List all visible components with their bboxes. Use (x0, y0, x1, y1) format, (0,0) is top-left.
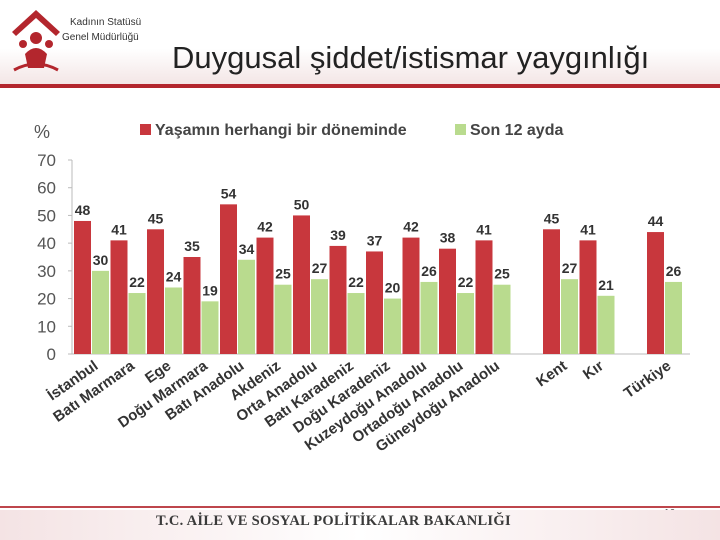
ministry-logo-icon (12, 10, 60, 72)
data-label: 37 (367, 232, 383, 248)
y-tick-label: 20 (37, 290, 56, 309)
bar (92, 270, 109, 354)
bar (201, 301, 219, 354)
y-tick-label: 0 (47, 345, 56, 364)
bar (493, 284, 511, 354)
y-tick-label: 30 (37, 262, 56, 281)
bar (665, 281, 682, 354)
data-label: 26 (666, 263, 682, 279)
data-label: 48 (75, 202, 91, 218)
data-label: 25 (494, 266, 510, 282)
data-label: 42 (257, 219, 273, 235)
bar (128, 293, 146, 354)
org-name-line1: Kadının Statüsü (70, 17, 142, 28)
data-label: 25 (275, 266, 291, 282)
data-label: 41 (476, 221, 492, 237)
bar (366, 251, 383, 354)
legend-swatch (455, 124, 466, 135)
footer-divider (0, 506, 720, 508)
data-label: 39 (330, 227, 346, 243)
data-label: 24 (166, 268, 182, 284)
data-label: 54 (221, 185, 237, 201)
org-name-line2: Genel Müdürlüğü (62, 32, 139, 43)
bar (457, 293, 474, 354)
bar (274, 284, 292, 354)
bar (256, 237, 274, 354)
bar (579, 240, 597, 354)
bar (420, 281, 438, 354)
bar (647, 232, 664, 354)
x-tick-label: Türkiye (621, 357, 674, 402)
bar (347, 293, 365, 354)
data-label: 27 (562, 260, 578, 276)
data-label: 27 (312, 260, 328, 276)
bar (402, 237, 420, 354)
data-label: 22 (458, 274, 474, 290)
data-label: 19 (202, 282, 218, 298)
chart-container: 0 10 20 30 40 50 60 70% Yaşamın herhangi bir dön… (0, 92, 720, 502)
data-label: 22 (348, 274, 364, 290)
data-label: 42 (403, 219, 419, 235)
legend-label: Son 12 ayda (470, 122, 563, 139)
bar (110, 240, 128, 354)
y-axis-label: % (34, 122, 50, 142)
bar (147, 229, 164, 354)
data-label: 45 (148, 210, 164, 226)
bar (165, 287, 182, 354)
y-tick-label: 60 (37, 179, 56, 198)
data-label: 34 (239, 241, 255, 257)
data-label: 41 (111, 221, 127, 237)
bar (384, 298, 401, 354)
data-label: 41 (580, 221, 596, 237)
data-label: 20 (385, 280, 401, 296)
bar (293, 215, 310, 354)
x-tick-label: Kent (533, 357, 570, 390)
bar (183, 257, 201, 354)
bar (543, 229, 560, 354)
data-label: 30 (93, 252, 109, 268)
data-label: 26 (421, 263, 437, 279)
bar (220, 204, 237, 354)
data-label: 50 (294, 196, 310, 212)
y-tick-label: 70 (37, 151, 56, 170)
data-label: 38 (440, 230, 456, 246)
ministry-name: T.C. AİLE VE SOSYAL POLİTİKALAR BAKANLIĞ… (156, 513, 511, 529)
x-tick-label: Kır (580, 357, 607, 383)
bar (238, 259, 255, 354)
y-tick-label: 10 (37, 317, 56, 336)
data-label: 35 (184, 238, 200, 254)
header-divider (0, 84, 720, 88)
bar-chart: 0 10 20 30 40 50 60 70% Yaşamın herhangi bir dön… (34, 122, 690, 456)
data-label: 44 (648, 213, 664, 229)
footer: T.C. AİLE VE SOSYAL POLİTİKALAR BAKANLIĞ… (0, 510, 720, 540)
bar (311, 279, 328, 354)
bar (597, 295, 615, 354)
page-title: Duygusal şiddet/istismar yaygınlığı (172, 40, 650, 75)
y-tick-label: 40 (37, 234, 56, 253)
data-label: 22 (129, 274, 145, 290)
bar (74, 220, 91, 354)
y-tick-label: 50 (37, 206, 56, 225)
data-label: 21 (598, 277, 614, 293)
legend-swatch (140, 124, 151, 135)
bar (561, 279, 578, 354)
bar (439, 248, 456, 354)
header: Kadının Statüsü Genel Müdürlüğü Duygusal… (0, 0, 720, 88)
legend-label: Yaşamın herhangi bir döneminde (155, 122, 407, 139)
data-label: 45 (544, 210, 560, 226)
bar (329, 245, 347, 354)
bar (475, 240, 493, 354)
